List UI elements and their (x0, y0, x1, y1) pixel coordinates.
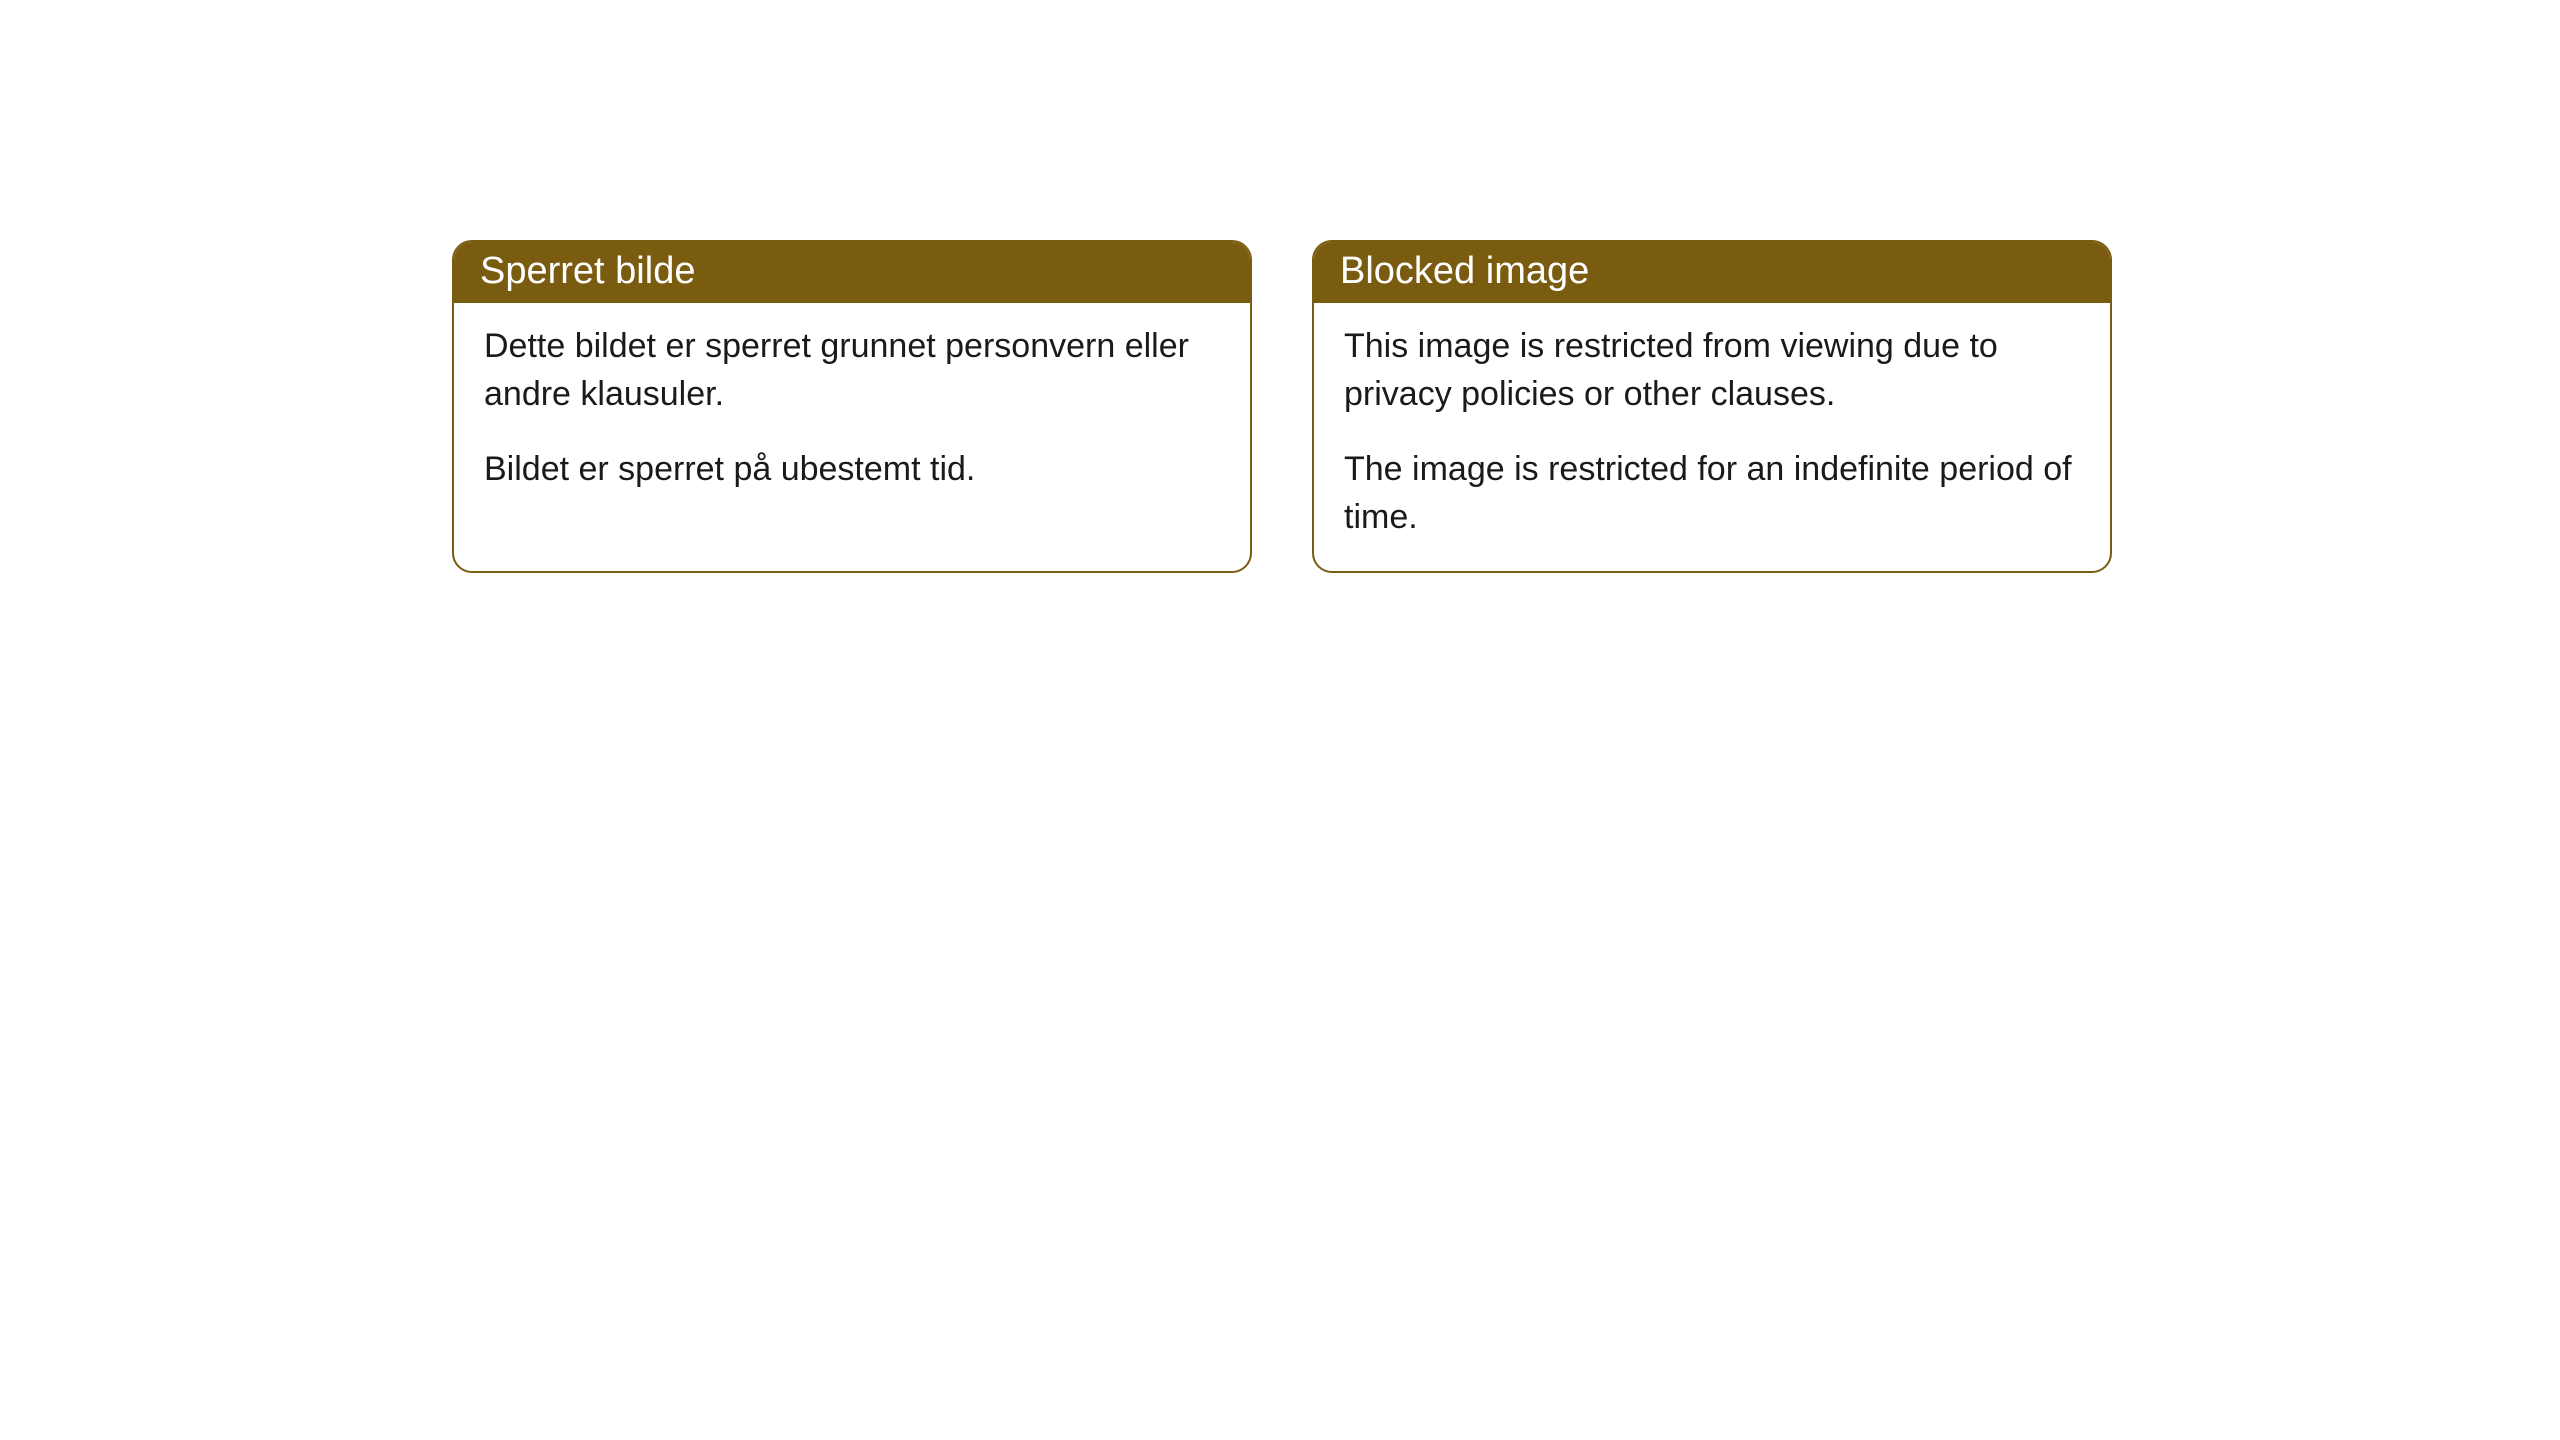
notice-card-english: Blocked image This image is restricted f… (1312, 240, 2112, 573)
card-title: Blocked image (1340, 250, 1589, 292)
card-body: This image is restricted from viewing du… (1314, 303, 2110, 571)
card-header: Sperret bilde (454, 242, 1250, 303)
card-paragraph-2: The image is restricted for an indefinit… (1344, 446, 2080, 541)
card-paragraph-2: Bildet er sperret på ubestemt tid. (484, 446, 1220, 494)
notice-card-norwegian: Sperret bilde Dette bildet er sperret gr… (452, 240, 1252, 573)
card-body: Dette bildet er sperret grunnet personve… (454, 303, 1250, 524)
card-paragraph-1: Dette bildet er sperret grunnet personve… (484, 323, 1220, 418)
card-header: Blocked image (1314, 242, 2110, 303)
card-title: Sperret bilde (480, 250, 695, 292)
notice-cards-container: Sperret bilde Dette bildet er sperret gr… (452, 240, 2112, 573)
card-paragraph-1: This image is restricted from viewing du… (1344, 323, 2080, 418)
